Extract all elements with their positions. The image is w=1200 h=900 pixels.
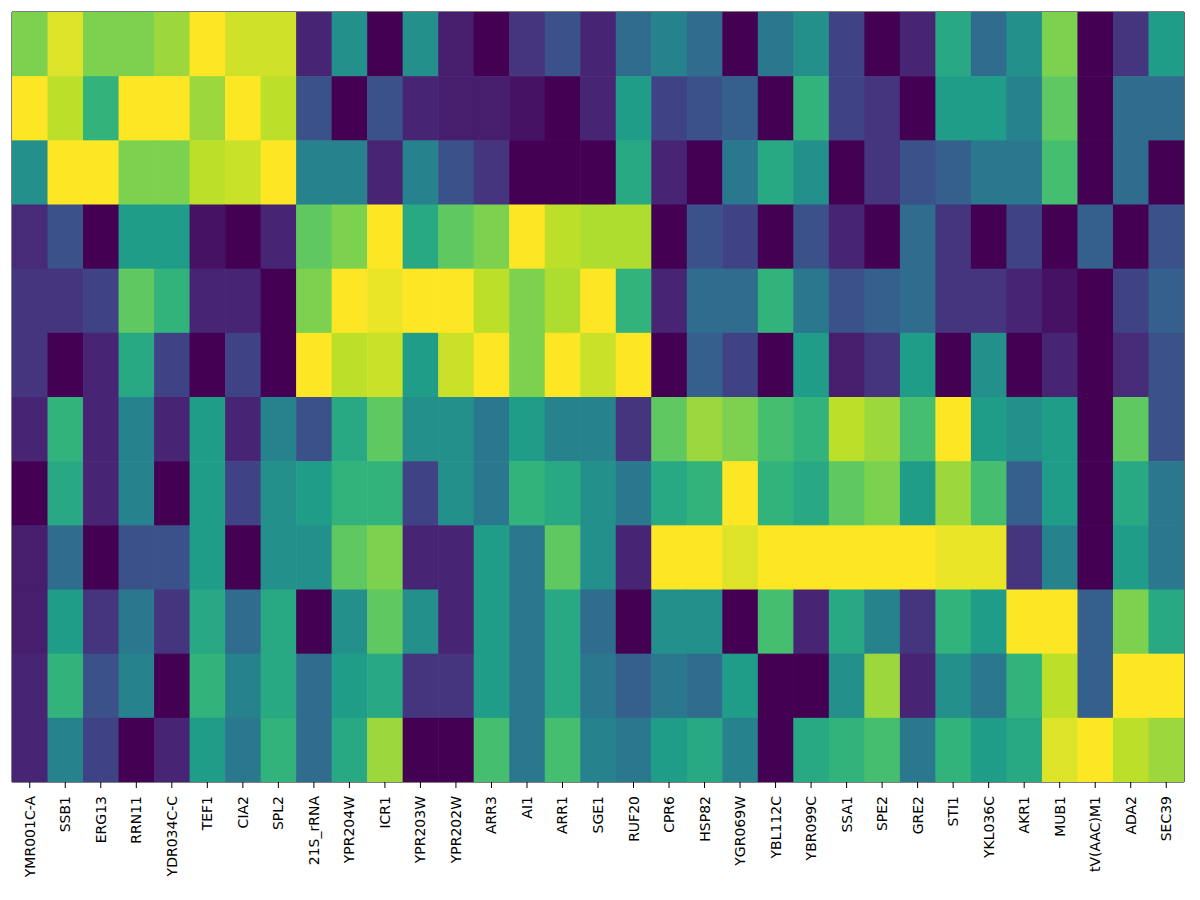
svg-text:CIA2: CIA2: [235, 796, 251, 828]
svg-text:SSB1: SSB1: [57, 796, 73, 832]
svg-text:MUB1: MUB1: [1052, 796, 1068, 837]
svg-text:YMR001C-A: YMR001C-A: [22, 796, 38, 879]
svg-text:AI1: AI1: [519, 796, 535, 819]
svg-text:YBR099C: YBR099C: [803, 796, 819, 862]
svg-text:TEF1: TEF1: [199, 796, 215, 831]
svg-text:AKR1: AKR1: [1016, 796, 1032, 833]
svg-text:SPL2: SPL2: [270, 796, 286, 830]
svg-text:SPE2: SPE2: [874, 796, 890, 831]
svg-text:SEC39: SEC39: [1158, 796, 1174, 841]
svg-text:ICR1: ICR1: [377, 796, 393, 829]
svg-text:STI1: STI1: [945, 796, 961, 826]
svg-text:YPR204W: YPR204W: [341, 796, 357, 864]
svg-text:ARR1: ARR1: [554, 796, 570, 834]
svg-text:YGR069W: YGR069W: [732, 796, 748, 867]
svg-text:ERG13: ERG13: [93, 796, 109, 843]
svg-text:SGE1: SGE1: [590, 796, 606, 834]
svg-text:21S_rRNA: 21S_rRNA: [306, 796, 322, 866]
svg-text:RUF20: RUF20: [626, 796, 642, 842]
svg-text:tV(AAC)M1: tV(AAC)M1: [1087, 796, 1103, 872]
svg-text:ARR3: ARR3: [483, 796, 499, 834]
svg-text:YDR034C-C: YDR034C-C: [164, 796, 180, 878]
svg-text:RRN11: RRN11: [128, 796, 144, 844]
svg-text:HSP82: HSP82: [697, 796, 713, 842]
svg-text:SSA1: SSA1: [839, 796, 855, 833]
svg-text:YBL112C: YBL112C: [768, 796, 784, 860]
svg-text:YPR203W: YPR203W: [412, 796, 428, 864]
svg-text:GRE2: GRE2: [910, 796, 926, 834]
svg-text:YPR202W: YPR202W: [448, 796, 464, 864]
svg-text:ADA2: ADA2: [1123, 796, 1139, 835]
svg-text:CPR6: CPR6: [661, 796, 677, 833]
svg-text:YKL036C: YKL036C: [981, 796, 997, 859]
